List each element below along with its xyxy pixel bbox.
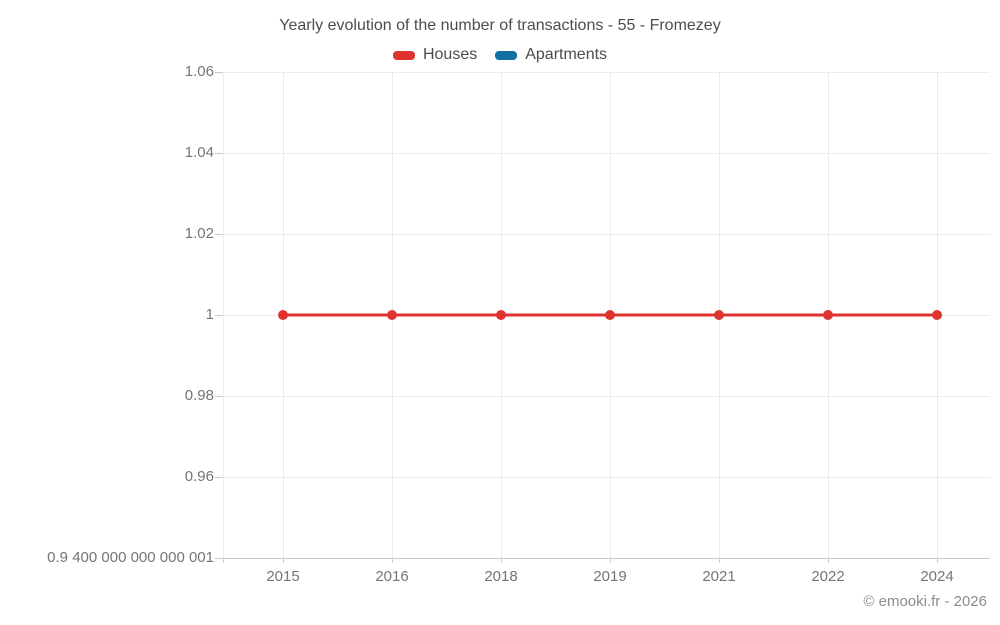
legend-swatch-apartments-icon [495,50,518,60]
legend-label: Apartments [525,46,608,63]
x-tick [392,558,393,563]
x-tick [283,558,284,563]
y-gridline [223,234,990,235]
y-tick [215,234,223,235]
y-axis-label: 1.04 [184,144,214,161]
y-axis-label: 1 [205,306,214,323]
y-tick [215,396,223,397]
x-axis-label: 2021 [702,568,736,585]
y-tick [215,72,223,73]
plot-svg [278,310,942,320]
y-axis-label: 1.02 [184,225,214,242]
x-tick [828,558,829,563]
y-axis-label: 0.98 [184,387,214,404]
y-gridline [223,72,990,73]
y-axis-label: 0.9 400 000 000 000 001 [47,549,214,566]
x-axis-label: 2024 [920,568,954,585]
x-tick [223,558,224,563]
y-tick [215,477,223,478]
data-point-houses[interactable] [605,310,615,320]
chart-legend: Houses Apartments [0,46,1000,64]
y-tick [215,153,223,154]
copyright: © emooki.fr - 2026 [863,593,987,610]
y-gridline [223,396,990,397]
legend-item-houses[interactable]: Houses [392,46,478,64]
x-tick [719,558,720,563]
x-axis-label: 2019 [593,568,627,585]
x-axis-label: 2016 [375,568,409,585]
data-point-houses[interactable] [932,310,942,320]
y-tick [215,558,223,559]
data-point-houses[interactable] [823,310,833,320]
legend-item-apartments[interactable]: Apartments [495,46,607,64]
y-tick [215,315,223,316]
legend-swatch-houses-icon [392,50,415,60]
legend-label: Houses [422,46,478,63]
x-axis-label: 2018 [484,568,518,585]
y-gridline [223,477,990,478]
x-axis-line [223,558,990,559]
y-axis-label: 0.96 [184,468,214,485]
data-point-houses[interactable] [496,310,506,320]
x-axis-label: 2015 [266,568,300,585]
x-axis-label: 2022 [811,568,845,585]
y-gridline [223,153,990,154]
data-point-houses[interactable] [714,310,724,320]
x-tick [610,558,611,563]
data-point-houses[interactable] [278,310,288,320]
y-axis-label: 1.06 [184,63,214,80]
y-axis-line [223,72,224,558]
data-point-houses[interactable] [387,310,397,320]
x-tick [937,558,938,563]
x-tick [501,558,502,563]
chart-title: Yearly evolution of the number of transa… [279,17,721,34]
